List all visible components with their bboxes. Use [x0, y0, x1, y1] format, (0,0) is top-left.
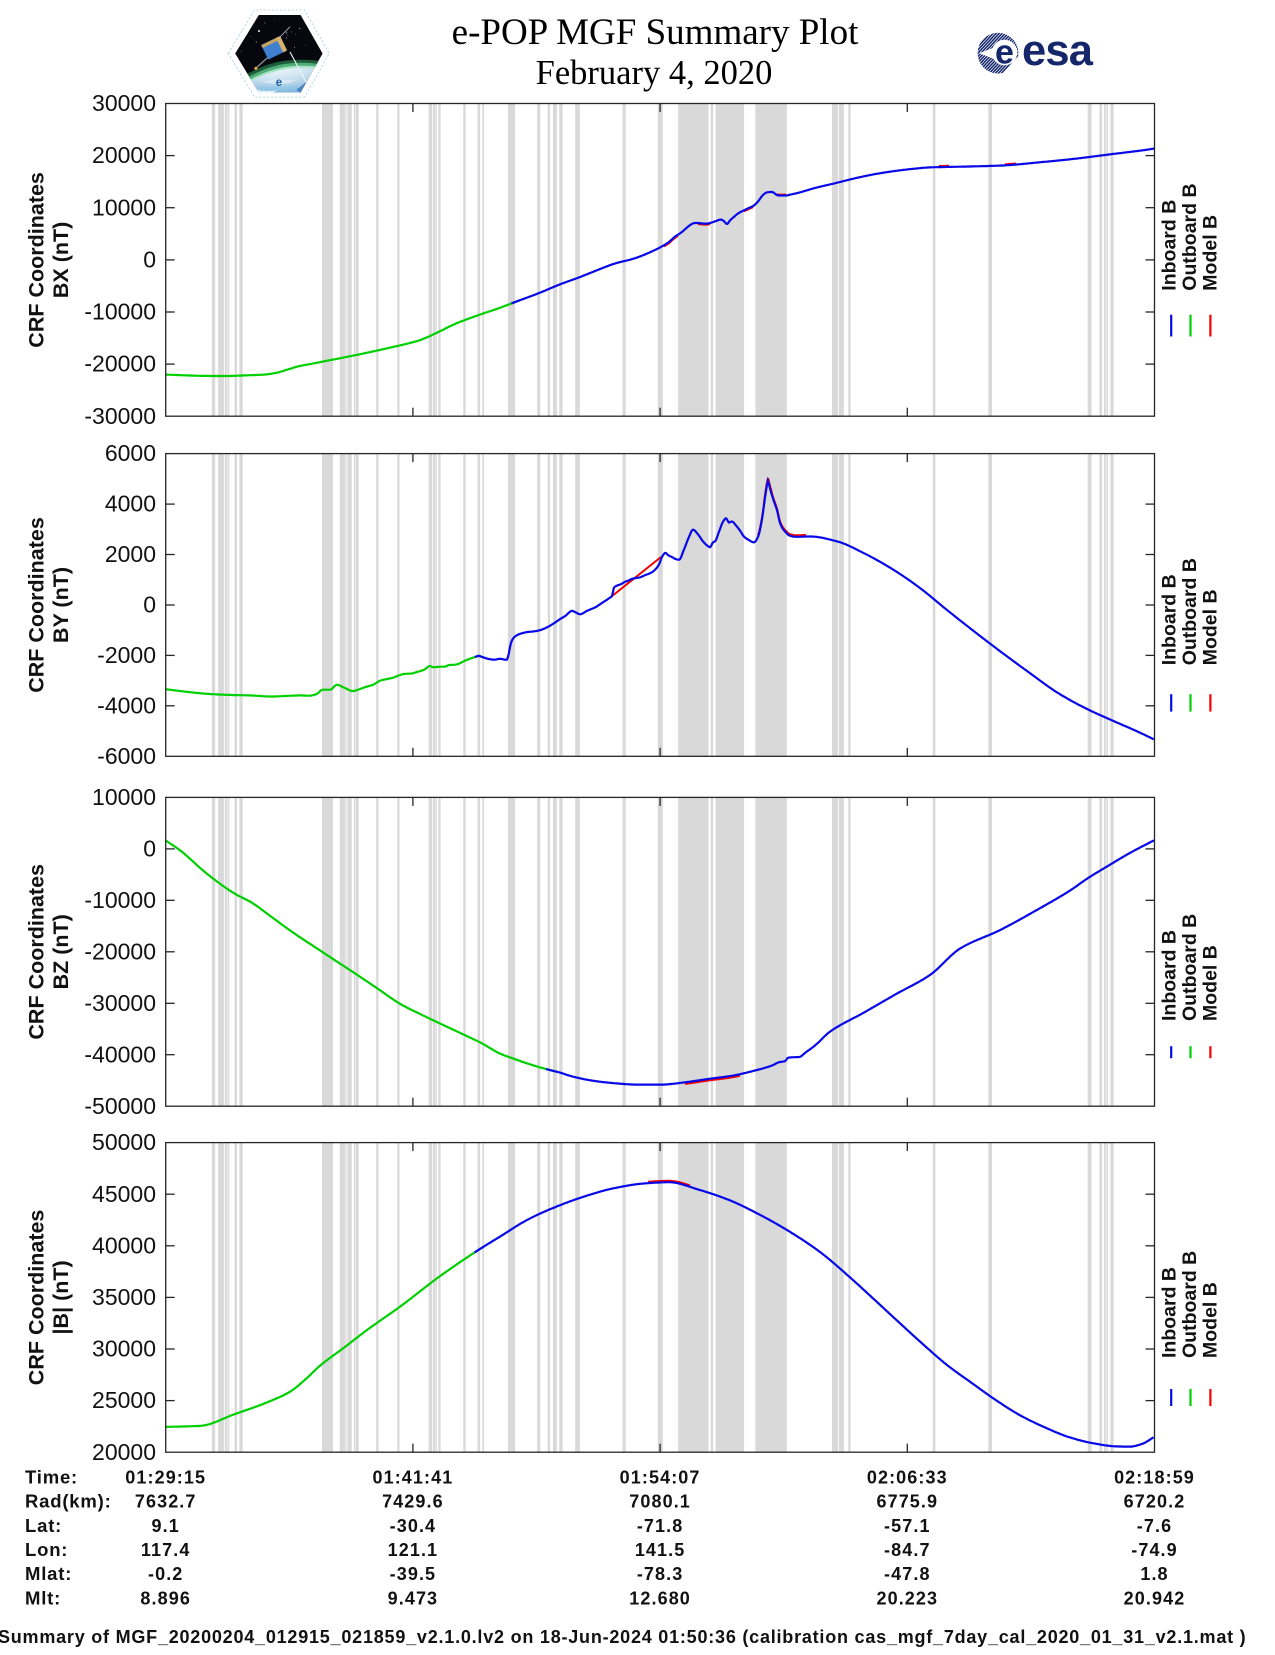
svg-text:9.1: 9.1: [152, 1516, 180, 1536]
svg-text:10000: 10000: [92, 784, 156, 810]
svg-text:40000: 40000: [92, 1232, 156, 1258]
svg-text:2000: 2000: [105, 541, 156, 567]
svg-text:-50000: -50000: [84, 1093, 156, 1119]
svg-text:6775.9: 6775.9: [876, 1492, 938, 1512]
svg-text:0: 0: [143, 592, 156, 618]
svg-text:esa: esa: [1022, 27, 1094, 75]
svg-text:BZ (nT): BZ (nT): [49, 914, 73, 989]
svg-text:7429.6: 7429.6: [382, 1492, 444, 1512]
svg-text:10000: 10000: [92, 194, 156, 220]
svg-text:-74.9: -74.9: [1131, 1540, 1178, 1560]
svg-text:30000: 30000: [92, 1336, 156, 1362]
svg-text:6720.2: 6720.2: [1124, 1492, 1186, 1512]
svg-text:e-POP MGF Summary Plot: e-POP MGF Summary Plot: [452, 12, 859, 53]
svg-text:20.942: 20.942: [1124, 1588, 1186, 1608]
svg-text:Model B: Model B: [1200, 1282, 1222, 1358]
svg-text:Model B: Model B: [1200, 589, 1222, 665]
svg-text:7632.7: 7632.7: [135, 1492, 197, 1512]
svg-text:-10000: -10000: [84, 887, 156, 913]
svg-text:8.896: 8.896: [140, 1588, 191, 1608]
svg-text:Outboard B: Outboard B: [1179, 183, 1201, 290]
svg-text:Model B: Model B: [1200, 945, 1222, 1021]
svg-text:CASSIOPE: CASSIOPE: [259, 86, 299, 93]
svg-text:01:54:07: 01:54:07: [620, 1468, 701, 1488]
svg-text:CRF Coordinates: CRF Coordinates: [25, 172, 49, 348]
svg-text:-10000: -10000: [84, 299, 156, 325]
svg-text:-30000: -30000: [84, 403, 156, 429]
svg-text:20.223: 20.223: [876, 1588, 938, 1608]
svg-text:Lat:: Lat:: [25, 1515, 62, 1536]
svg-text:Summary of MGF_20200204_012915: Summary of MGF_20200204_012915_021859_v2…: [0, 1627, 1246, 1647]
svg-text:0: 0: [143, 836, 156, 862]
svg-text:BX (nT): BX (nT): [49, 222, 73, 298]
svg-text:-4000: -4000: [97, 692, 156, 718]
svg-text:-2000: -2000: [97, 642, 156, 668]
svg-text:-78.3: -78.3: [637, 1564, 684, 1584]
svg-text:1.8: 1.8: [1140, 1564, 1168, 1584]
svg-text:-20000: -20000: [84, 351, 156, 377]
svg-text:01:29:15: 01:29:15: [125, 1468, 206, 1488]
svg-text:12.680: 12.680: [629, 1588, 691, 1608]
svg-text:0: 0: [143, 247, 156, 273]
svg-text:Rad(km):: Rad(km):: [25, 1491, 112, 1512]
svg-text:-6000: -6000: [97, 743, 156, 769]
svg-text:-30.4: -30.4: [390, 1516, 437, 1536]
svg-text:Inboard B: Inboard B: [1159, 200, 1181, 291]
svg-text:20000: 20000: [92, 1439, 156, 1465]
svg-text:|B| (nT): |B| (nT): [49, 1260, 73, 1334]
svg-text:-40000: -40000: [84, 1041, 156, 1067]
svg-text:Mlt:: Mlt:: [25, 1587, 61, 1608]
svg-text:20000: 20000: [92, 142, 156, 168]
svg-text:141.5: 141.5: [635, 1540, 686, 1560]
svg-text:117.4: 117.4: [141, 1540, 191, 1560]
svg-text:February 4, 2020: February 4, 2020: [536, 54, 773, 92]
svg-text:-57.1: -57.1: [884, 1516, 931, 1536]
svg-text:6000: 6000: [105, 440, 156, 466]
svg-text:25000: 25000: [92, 1387, 156, 1413]
svg-text:Time:: Time:: [25, 1467, 78, 1488]
svg-text:Mlat:: Mlat:: [25, 1563, 72, 1584]
svg-text:4000: 4000: [105, 491, 156, 517]
svg-text:-84.7: -84.7: [884, 1540, 931, 1560]
svg-text:-20000: -20000: [84, 938, 156, 964]
svg-text:-47.8: -47.8: [884, 1564, 931, 1584]
svg-text:02:06:33: 02:06:33: [867, 1468, 948, 1488]
svg-text:Outboard B: Outboard B: [1179, 558, 1201, 665]
svg-text:Model B: Model B: [1200, 215, 1222, 291]
svg-text:35000: 35000: [92, 1284, 156, 1310]
svg-text:7080.1: 7080.1: [629, 1492, 691, 1512]
svg-text:-7.6: -7.6: [1137, 1516, 1172, 1536]
svg-text:CRF Coordinates: CRF Coordinates: [25, 864, 49, 1040]
svg-text:30000: 30000: [92, 90, 156, 116]
svg-text:Outboard B: Outboard B: [1179, 1251, 1201, 1358]
svg-text:BY (nT): BY (nT): [49, 567, 73, 643]
svg-text:-0.2: -0.2: [148, 1564, 183, 1584]
svg-text:CRF Coordinates: CRF Coordinates: [25, 1210, 49, 1386]
svg-text:-39.5: -39.5: [390, 1564, 437, 1584]
svg-text:Inboard B: Inboard B: [1159, 574, 1181, 665]
svg-text:Inboard B: Inboard B: [1159, 930, 1181, 1021]
svg-text:50000: 50000: [92, 1129, 156, 1155]
svg-text:Lon:: Lon:: [25, 1539, 68, 1560]
svg-text:-30000: -30000: [84, 990, 156, 1016]
svg-text:Inboard B: Inboard B: [1159, 1267, 1181, 1358]
svg-text:9.473: 9.473: [388, 1588, 439, 1608]
svg-text:Outboard B: Outboard B: [1179, 914, 1201, 1021]
svg-text:CRF Coordinates: CRF Coordinates: [25, 517, 49, 693]
svg-text:01:41:41: 01:41:41: [372, 1468, 453, 1488]
svg-text:45000: 45000: [92, 1181, 156, 1207]
svg-text:121.1: 121.1: [388, 1540, 439, 1560]
svg-text:02:18:59: 02:18:59: [1114, 1468, 1195, 1488]
svg-text:e: e: [276, 77, 282, 89]
svg-text:-71.8: -71.8: [637, 1516, 684, 1536]
svg-text:e: e: [995, 34, 1014, 72]
